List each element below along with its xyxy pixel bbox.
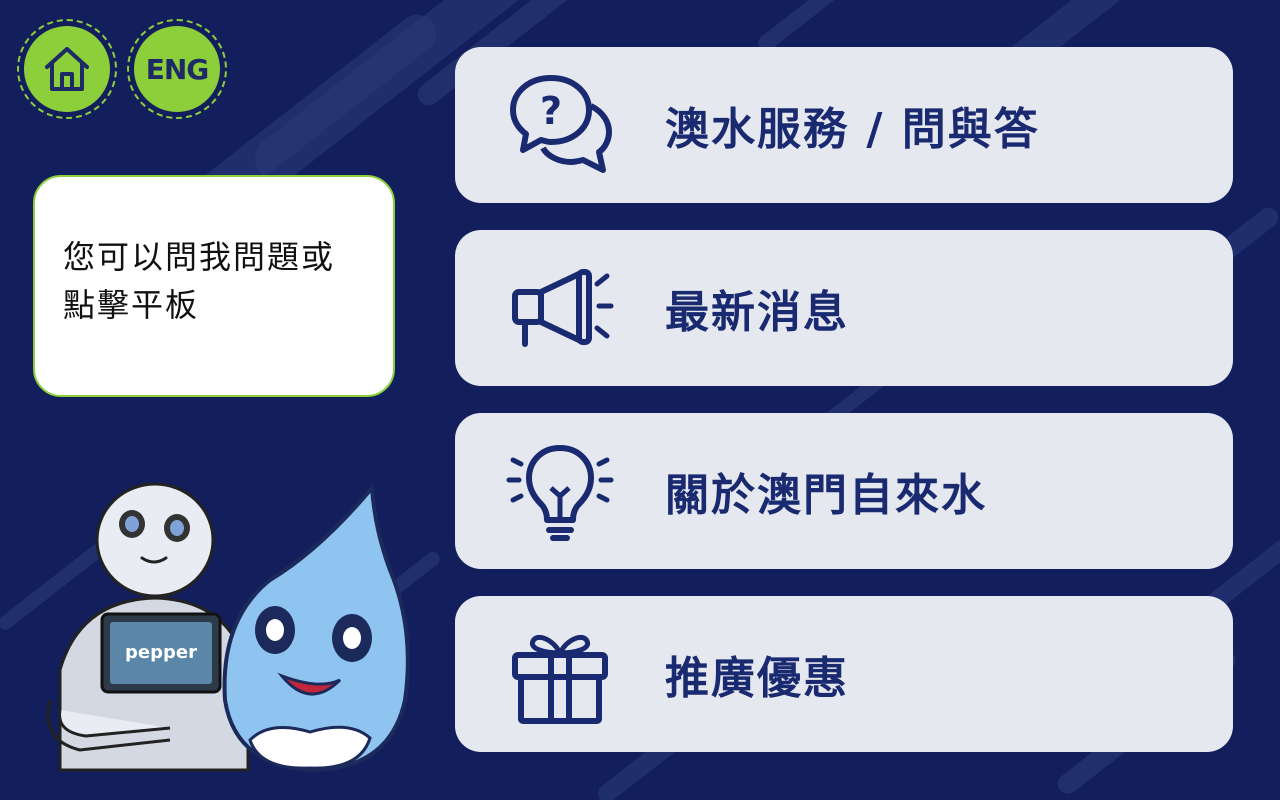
menu-item-label: 關於澳門自來水 — [665, 470, 987, 521]
menu-item-about-macao-water[interactable]: 關於澳門自來水 — [455, 413, 1233, 569]
menu-item-label: 澳水服務 / 問與答 — [665, 104, 1040, 155]
home-icon — [45, 47, 89, 91]
menu-item-latest-news[interactable]: 最新消息 — [455, 230, 1233, 386]
tablet-label: pepper — [125, 642, 197, 663]
menu-item-label: 推廣優惠 — [665, 653, 849, 704]
language-toggle-label: ENG — [145, 52, 210, 86]
home-button[interactable] — [17, 19, 117, 119]
megaphone-icon — [512, 269, 614, 347]
pepper-robot: pepper — [46, 482, 250, 772]
speech-bubble-text: 您可以問我問題或 點擊平板 — [63, 238, 336, 324]
speech-bubble: 您可以問我問題或 點擊平板 — [33, 175, 395, 397]
menu-item-label: 最新消息 — [665, 287, 849, 338]
menu-item-promotions[interactable]: 推廣優惠 — [455, 596, 1233, 752]
water-drop-mascot — [222, 482, 410, 773]
svg-text:?: ? — [540, 89, 562, 133]
menu-item-services-faq[interactable]: ? 澳水服務 / 問與答 — [455, 47, 1233, 203]
pepper-robot-and-water-drop-illustration: pepper — [46, 482, 410, 773]
question-chat-icon: ? — [510, 75, 612, 173]
gift-icon — [512, 635, 608, 724]
language-toggle-button[interactable]: ENG — [127, 19, 227, 119]
lightbulb-icon — [506, 445, 614, 541]
